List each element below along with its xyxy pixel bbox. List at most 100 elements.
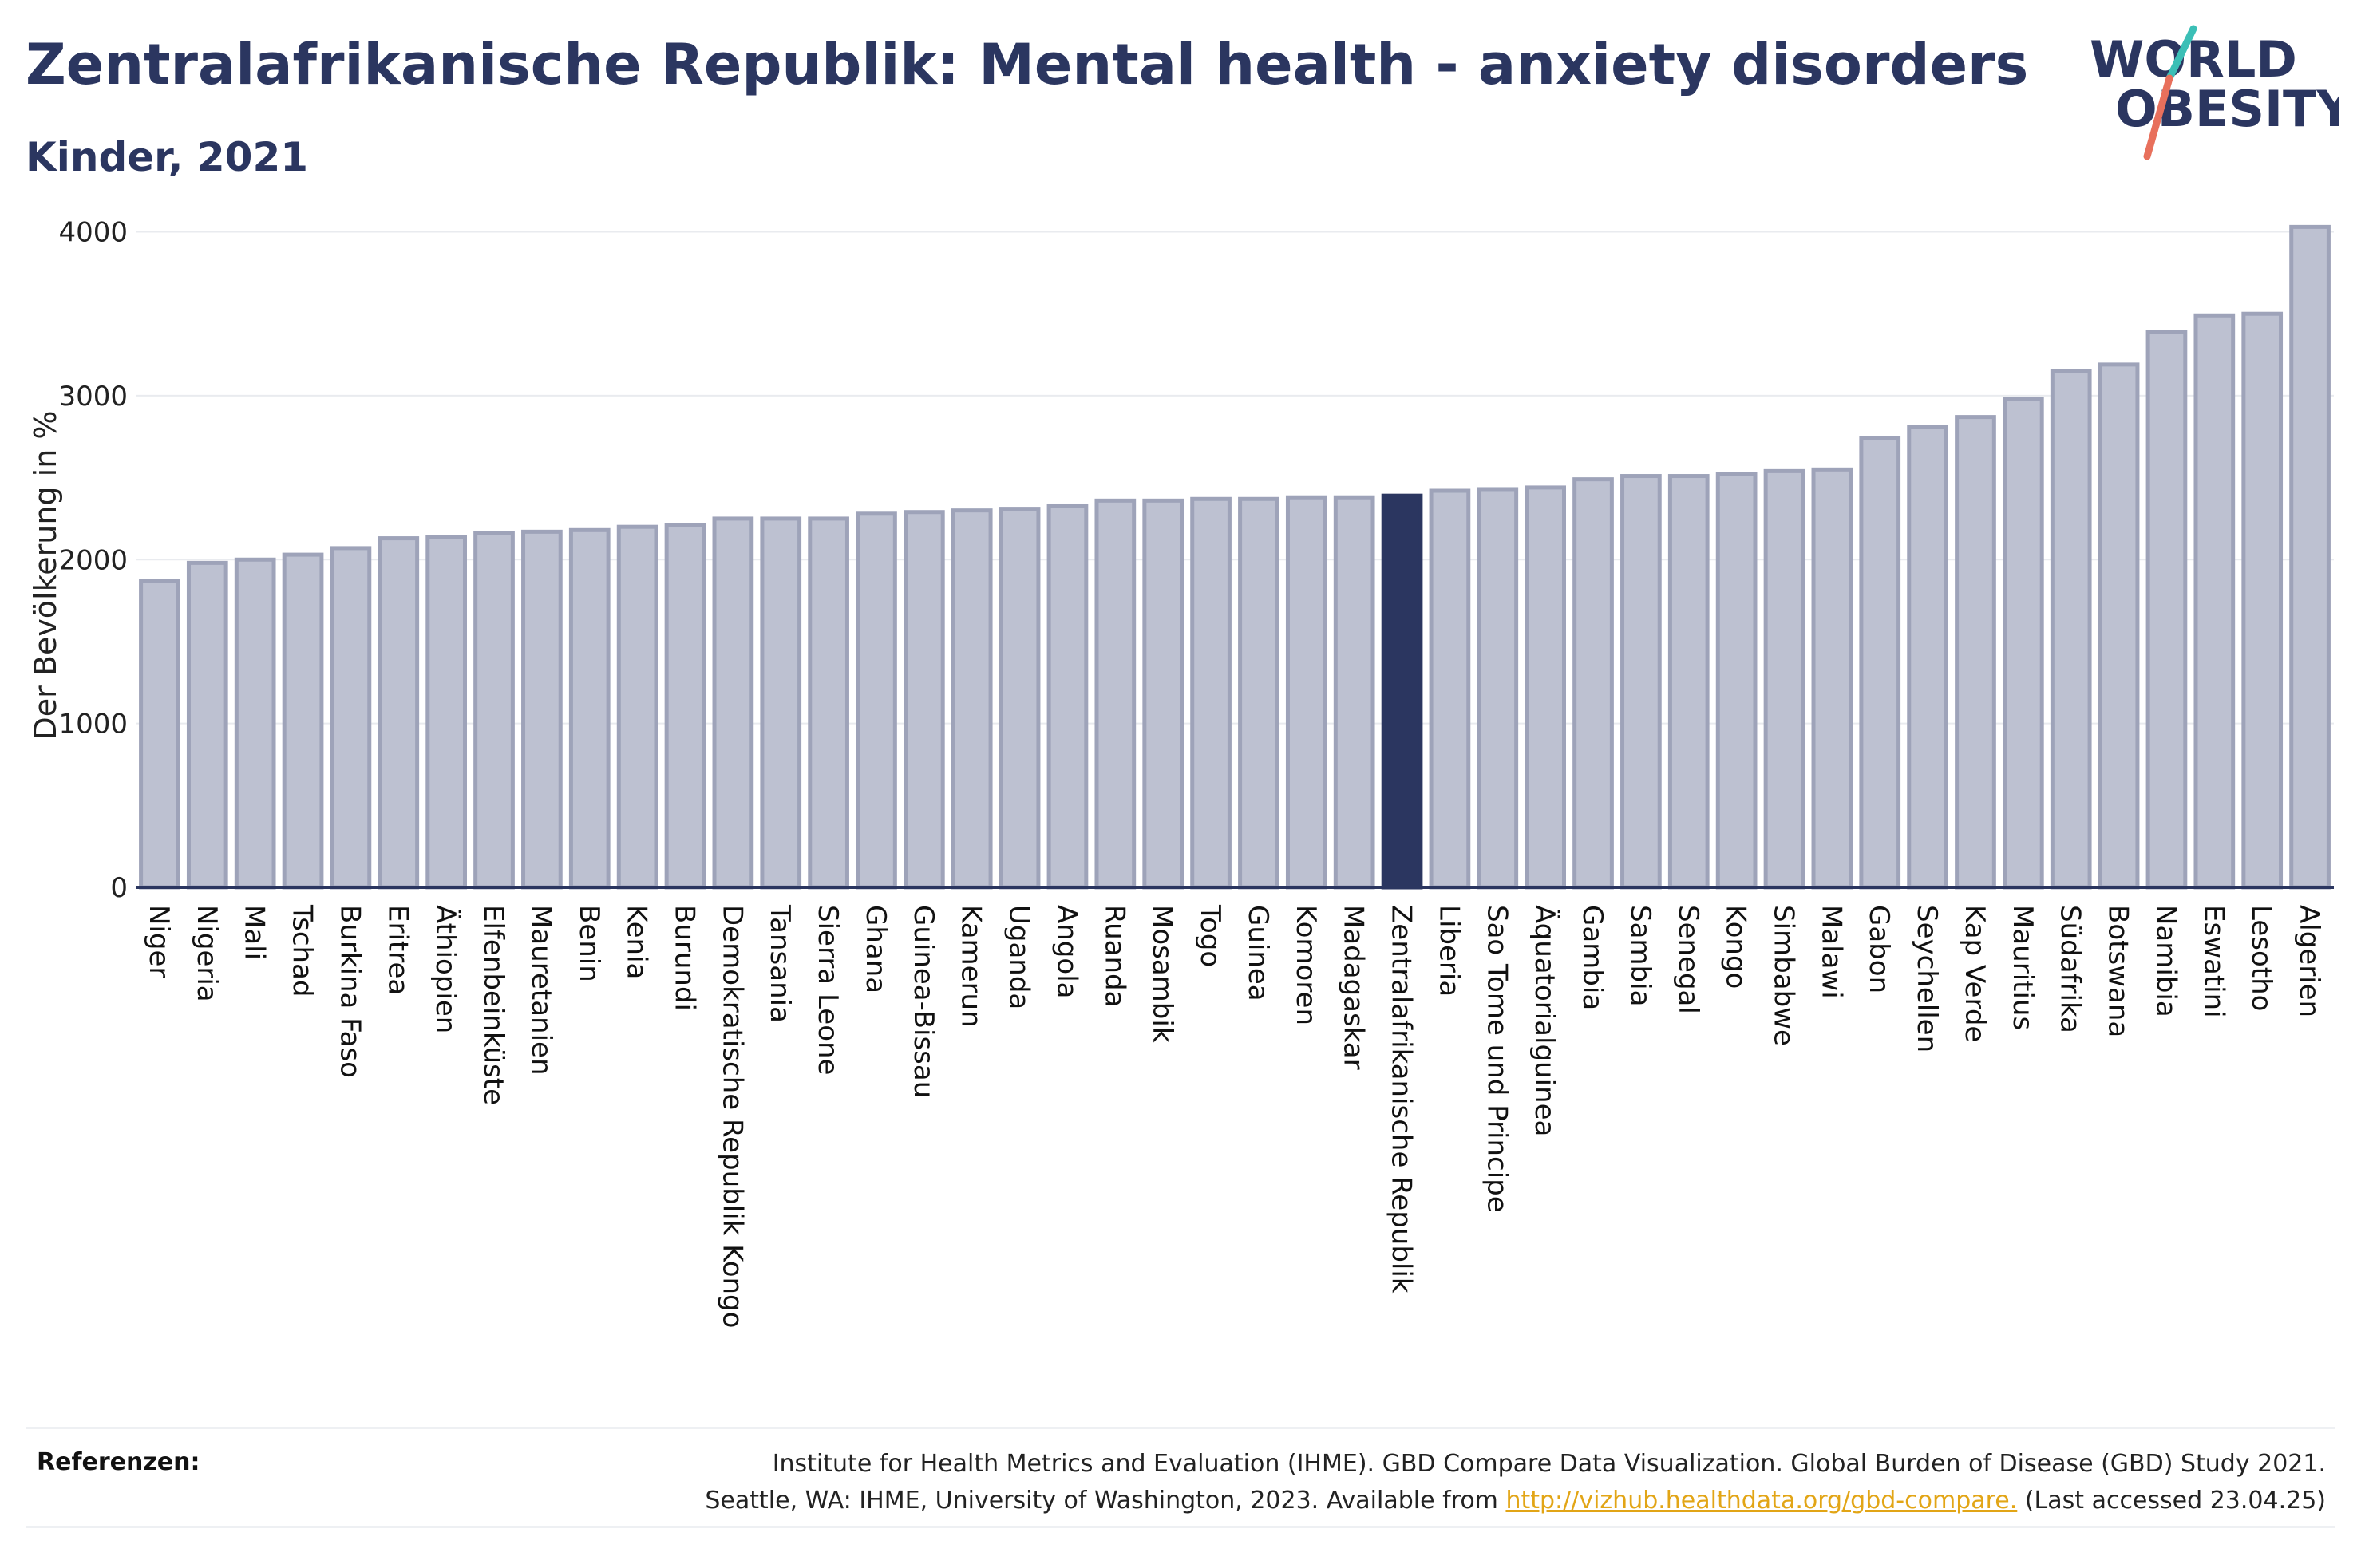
- x-tick-label: Elfenbeinküste: [477, 905, 509, 1105]
- logo-slash-red: [2143, 74, 2173, 160]
- x-tick-label: Mauretanien: [525, 905, 557, 1076]
- bar-sao-tome-und-principe: [1477, 487, 1519, 890]
- chart-subtitle: Kinder, 2021: [26, 134, 309, 180]
- bar-mali: [234, 557, 276, 890]
- x-tick-label: Äquatorialguinea: [1529, 905, 1560, 1136]
- x-tick-label: Madagaskar: [1338, 905, 1370, 1070]
- bar-komoren: [1285, 495, 1327, 890]
- x-tick-label: Mosambik: [1146, 905, 1178, 1043]
- bar-demokratische-republik-kongo: [712, 516, 754, 890]
- bar-ruanda: [1094, 498, 1137, 890]
- bar-guinea-bissau: [903, 510, 945, 890]
- bar-madagaskar: [1333, 495, 1375, 890]
- bar-eswatini: [2193, 313, 2236, 890]
- bar-äquatorialguinea: [1525, 485, 1567, 890]
- chart-bars: [136, 224, 2334, 890]
- x-axis-labels: Niger Nigeria Mali Tschad Burkina Faso Eritre…: [143, 904, 2325, 1328]
- x-tick-label: Lesotho: [2245, 905, 2277, 1011]
- x-tick-label: Sierra Leone: [812, 905, 844, 1075]
- bar-kenia: [616, 524, 658, 890]
- x-tick-label: Nigeria: [191, 905, 223, 1002]
- x-tick-label: Gambia: [1576, 905, 1608, 1010]
- bar-gambia: [1572, 477, 1614, 890]
- x-tick-label: Mali: [239, 905, 271, 960]
- bar-seychellen: [1907, 425, 1948, 890]
- x-tick-label: Namibia: [2149, 905, 2181, 1017]
- bar-kongo: [1715, 472, 1758, 890]
- references-line-1: Institute for Health Metrics and Evaluat…: [772, 1450, 2326, 1478]
- references-line-2-suffix: (Last accessed 23.04.25): [2017, 1487, 2326, 1515]
- bar-ghana: [856, 511, 897, 890]
- bar-sambia: [1620, 474, 1662, 890]
- bar-äthiopien: [425, 535, 468, 890]
- bar-elfenbeinküste: [473, 531, 515, 890]
- x-tick-label: Tansania: [764, 904, 796, 1023]
- x-tick-label: Guinea: [1242, 905, 1274, 1001]
- x-tick-label: Kongo: [1720, 905, 1752, 989]
- logo-slash-teal: [2165, 25, 2197, 82]
- x-tick-label: Südafrika: [2055, 905, 2086, 1033]
- bar-burkina-faso: [330, 546, 372, 890]
- x-tick-label: Ruanda: [1098, 905, 1130, 1007]
- x-tick-label: Simbabwe: [1768, 905, 1800, 1046]
- x-tick-label: Uganda: [1003, 905, 1035, 1009]
- bar-togo: [1190, 496, 1232, 890]
- bar-tschad: [282, 552, 324, 890]
- x-tick-label: Guinea-Bissau: [908, 905, 939, 1098]
- chart-title: Zentralafrikanische Republik: Mental hea…: [26, 32, 2029, 97]
- y-tick-label: 0: [110, 872, 128, 904]
- bar-kap-verde: [1955, 415, 1996, 890]
- x-tick-label: Botswana: [2102, 905, 2134, 1037]
- references-label: Referenzen:: [37, 1448, 200, 1476]
- bar-uganda: [999, 507, 1041, 890]
- references-text: Institute for Health Metrics and Evaluat…: [705, 1446, 2326, 1519]
- references-link[interactable]: http://vizhub.healthdata.org/gbd-compare…: [1505, 1487, 2018, 1515]
- x-tick-label: Tschad: [287, 904, 318, 997]
- y-tick-label: 4000: [58, 217, 128, 249]
- x-tick-label: Benin: [573, 905, 605, 982]
- bar-zentralafrikanische-republik: [1381, 493, 1423, 890]
- x-tick-label: Sao Tome und Principe: [1481, 905, 1513, 1213]
- y-tick-label: 2000: [58, 544, 128, 576]
- x-tick-label: Komoren: [1290, 905, 1322, 1025]
- x-tick-label: Kenia: [621, 905, 653, 979]
- x-tick-label: Gabon: [1863, 905, 1895, 993]
- y-tick-label: 3000: [58, 381, 128, 413]
- x-tick-label: Burundi: [669, 905, 701, 1011]
- x-tick-label: Seychellen: [1911, 905, 1943, 1053]
- references-divider-top: [26, 1427, 2335, 1429]
- x-tick-label: Angola: [1050, 905, 1082, 998]
- world-obesity-logo: WORLD OBESITY: [2090, 25, 2339, 160]
- bar-simbabwe: [1763, 468, 1805, 890]
- x-tick-label: Zentralafrikanische Republik: [1386, 905, 1418, 1294]
- bar-kamerun: [951, 508, 993, 890]
- x-tick-label: Niger: [143, 905, 175, 978]
- bar-liberia: [1429, 488, 1471, 890]
- x-tick-label: Mauritius: [2007, 905, 2039, 1030]
- y-tick-label: 1000: [58, 709, 128, 741]
- y-axis: 0 1000 2000 3000 4000 Der Bevölkerung in %: [28, 217, 128, 904]
- references-divider-bottom: [26, 1526, 2335, 1528]
- bar-burundi: [664, 523, 706, 890]
- bar-südafrika: [2050, 369, 2092, 890]
- bar-nigeria: [186, 560, 228, 890]
- bar-niger: [139, 579, 180, 890]
- x-tick-label: Senegal: [1672, 905, 1704, 1014]
- bar-chart: 0 1000 2000 3000 4000 Der Bevölkerung in % Ni…: [28, 217, 2334, 1328]
- x-tick-label: Eritrea: [382, 905, 413, 995]
- x-tick-label: Liberia: [1433, 905, 1465, 997]
- bar-benin: [568, 527, 611, 890]
- bar-angola: [1046, 503, 1089, 890]
- bar-mauretanien: [521, 529, 563, 890]
- y-axis-title: Der Bevölkerung in %: [28, 411, 63, 741]
- bar-gabon: [1859, 436, 1901, 890]
- references-line-2-prefix: Seattle, WA: IHME, University of Washing…: [705, 1487, 1506, 1515]
- bar-malawi: [1811, 467, 1853, 890]
- x-tick-label: Kamerun: [955, 905, 987, 1028]
- bar-sierra-leone: [808, 516, 849, 890]
- x-tick-label: Algerien: [2293, 905, 2325, 1017]
- x-tick-label: Togo: [1194, 904, 1226, 967]
- x-tick-label: Malawi: [1815, 905, 1847, 999]
- x-tick-label: Kap Verde: [1959, 905, 1991, 1042]
- bar-algerien: [2289, 224, 2331, 890]
